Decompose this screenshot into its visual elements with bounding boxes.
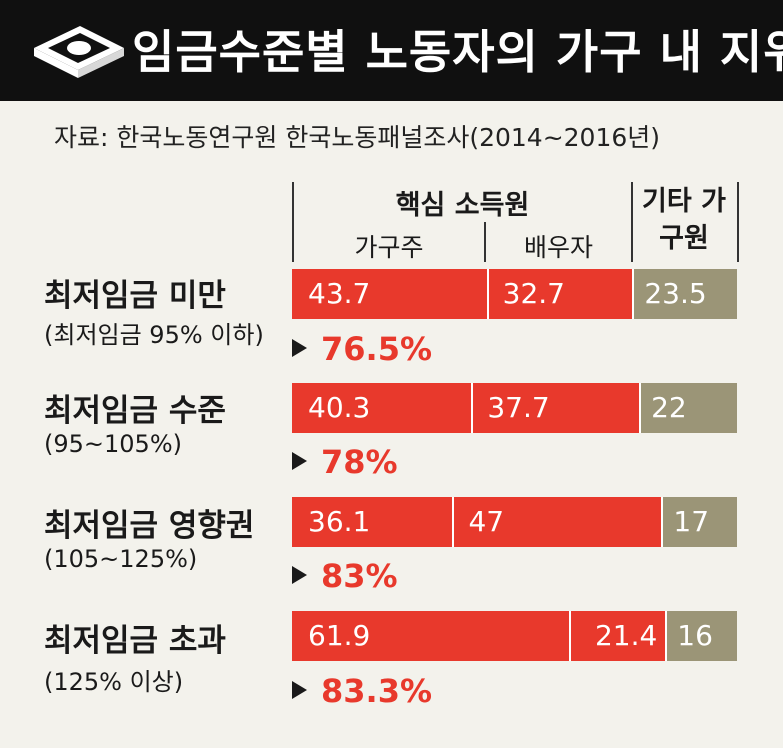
triangle-icon: [292, 452, 307, 470]
column-header-other: 기타 가구원: [642, 186, 726, 254]
triangle-icon: [292, 566, 307, 584]
triangle-icon: [292, 339, 307, 357]
row-label-1: 최저임금 미만: [44, 278, 226, 314]
bar-segment-spouse: [486, 269, 633, 319]
bar-segment-other: [665, 611, 737, 661]
row-sublabel-4: (125% 이상): [44, 668, 184, 696]
money-bill-stack-icon: [34, 26, 124, 78]
bar-row-2: 40.3 37.7 22: [292, 383, 737, 433]
bar-value-label: 23.5: [644, 277, 707, 310]
row-total-1: 76.5%: [292, 330, 432, 368]
header-divider-left: [292, 182, 294, 262]
bar-segment-head: [292, 611, 570, 661]
triangle-icon: [292, 681, 307, 699]
bar-row-4: 61.9 21.4 16: [292, 611, 737, 661]
row-label-3: 최저임금 영향권: [44, 508, 255, 544]
title-bar: 임금수준별 노동자의 가구 내 지위: [0, 0, 783, 101]
row-sublabel-1: (최저임금 95% 이하): [44, 321, 264, 349]
row-total-value-1: 76.5%: [321, 330, 433, 368]
bar-segment-head: [292, 383, 472, 433]
bar-value-label: 37.7: [487, 391, 550, 424]
row-total-value-4: 83.3%: [321, 672, 433, 710]
bar-value-label: 21.4: [594, 619, 658, 652]
bar-segment-spouse: [471, 383, 640, 433]
bar-segment-other: [632, 269, 737, 319]
group-header-core: 핵심 소득원: [395, 190, 530, 221]
bar-value-label: 61.9: [308, 619, 371, 652]
bar-value-label: 22: [651, 391, 687, 424]
source-note: 자료: 한국노동연구원 한국노동패널조사(2014~2016년): [54, 123, 661, 152]
bar-value-label: 47: [468, 505, 505, 538]
header-divider-right: [737, 182, 739, 262]
bar-segment-spouse: [569, 611, 666, 661]
bar-value-label: 43.7: [308, 277, 371, 310]
chart-title: 임금수준별 노동자의 가구 내 지위: [132, 25, 783, 79]
header-divider-mid: [484, 222, 486, 262]
bar-segment-other: [639, 383, 737, 433]
row-label-2: 최저임금 수준: [44, 393, 226, 429]
row-total-2: 78%: [292, 443, 398, 481]
row-total-value-3: 83%: [321, 557, 398, 595]
bar-value-label: 16: [677, 619, 713, 652]
row-sublabel-2: (95~105%): [44, 430, 182, 458]
row-label-4: 최저임금 초과: [44, 623, 226, 659]
header-divider-group: [631, 182, 633, 262]
bar-segment-spouse: [452, 497, 662, 547]
bar-value-label: 32.7: [502, 277, 565, 310]
row-total-value-2: 78%: [321, 443, 398, 481]
bar-value-label: 40.3: [308, 391, 371, 424]
bar-segment-other: [661, 497, 737, 547]
bar-segment-head: [292, 269, 487, 319]
bar-value-label: 17: [673, 505, 710, 538]
row-total-3: 83%: [292, 557, 398, 595]
column-header-head: 가구주: [354, 233, 424, 262]
row-total-4: 83.3%: [292, 672, 432, 710]
bar-row-3: 36.1 47 17: [292, 497, 737, 547]
bar-row-1: 43.7 32.7 23.5: [292, 269, 737, 319]
bar-segment-head: [292, 497, 453, 547]
column-header-spouse: 배우자: [523, 233, 593, 262]
row-sublabel-3: (105~125%): [44, 545, 198, 573]
bar-value-label: 36.1: [308, 505, 371, 538]
